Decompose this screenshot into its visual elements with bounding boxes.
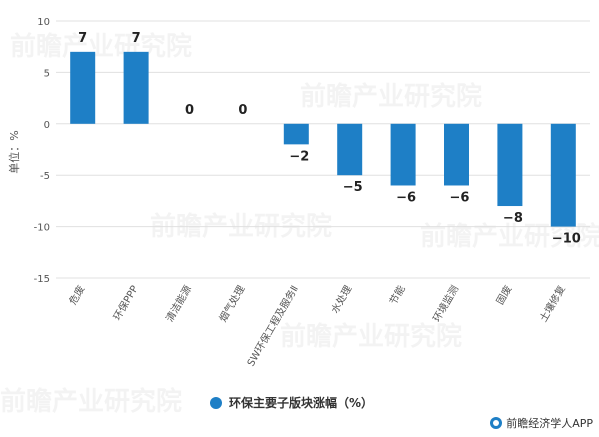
x-category-label: 烟气处理: [216, 283, 247, 324]
y-axis-title: 单位：%: [7, 130, 21, 173]
y-axis-ticks: 10 5 0 -5 -10 -15: [34, 17, 50, 285]
bar-layer: [70, 51, 576, 227]
legend-marker: [210, 396, 222, 409]
x-category-label: 土壤修复: [537, 283, 568, 324]
x-category-label: 清洁能源: [163, 283, 194, 324]
watermark-text: 前瞻产业研究院: [10, 31, 192, 62]
data-label: −8: [503, 211, 523, 226]
watermark-text: 前瞻产业研究院: [300, 81, 482, 112]
footer: 前瞻经济学人APP: [490, 415, 593, 431]
y-tick-label: -5: [40, 171, 50, 182]
x-category-label: 水处理: [329, 284, 354, 316]
x-category-label: 固废: [493, 283, 514, 307]
legend-label: 环保主要子版块涨幅（%）: [229, 396, 374, 410]
y-tick-label: 10: [37, 17, 50, 28]
y-tick-label: -15: [34, 274, 50, 285]
x-category-label: 危废: [66, 283, 87, 307]
x-category-label: 节能: [386, 283, 407, 307]
data-label: −2: [289, 149, 309, 164]
watermark-text: 前瞻产业研究院: [0, 386, 182, 417]
data-label: −6: [450, 190, 470, 205]
y-tick-label: -10: [34, 223, 50, 234]
data-labels: 7 7 0 0 −2 −5 −6 −6 −8 −10: [78, 31, 581, 247]
watermark-text: 前瞻产业研究院: [280, 321, 462, 352]
data-label: 7: [78, 31, 87, 46]
bar: [390, 123, 416, 186]
bar: [497, 123, 523, 207]
bar: [123, 51, 149, 124]
data-label: 0: [238, 103, 247, 118]
data-label: −10: [552, 232, 581, 247]
bar: [70, 51, 96, 124]
x-category-label: 环保PPP: [110, 283, 140, 322]
bar: [550, 123, 576, 227]
data-label: 0: [185, 103, 194, 118]
data-label: −5: [343, 180, 363, 195]
footer-text: 前瞻经济学人APP: [506, 417, 593, 430]
bar: [444, 123, 469, 186]
x-category-label: 环境监测: [430, 283, 461, 324]
data-label: 7: [132, 31, 141, 46]
bar: [283, 123, 309, 145]
y-tick-label: 5: [44, 68, 50, 79]
legend: 环保主要子版块涨幅（%）: [210, 394, 373, 411]
y-tick-label: 0: [44, 120, 50, 131]
brand-logo-icon: [490, 417, 503, 429]
bar: [337, 123, 363, 176]
data-label: −6: [396, 190, 416, 205]
